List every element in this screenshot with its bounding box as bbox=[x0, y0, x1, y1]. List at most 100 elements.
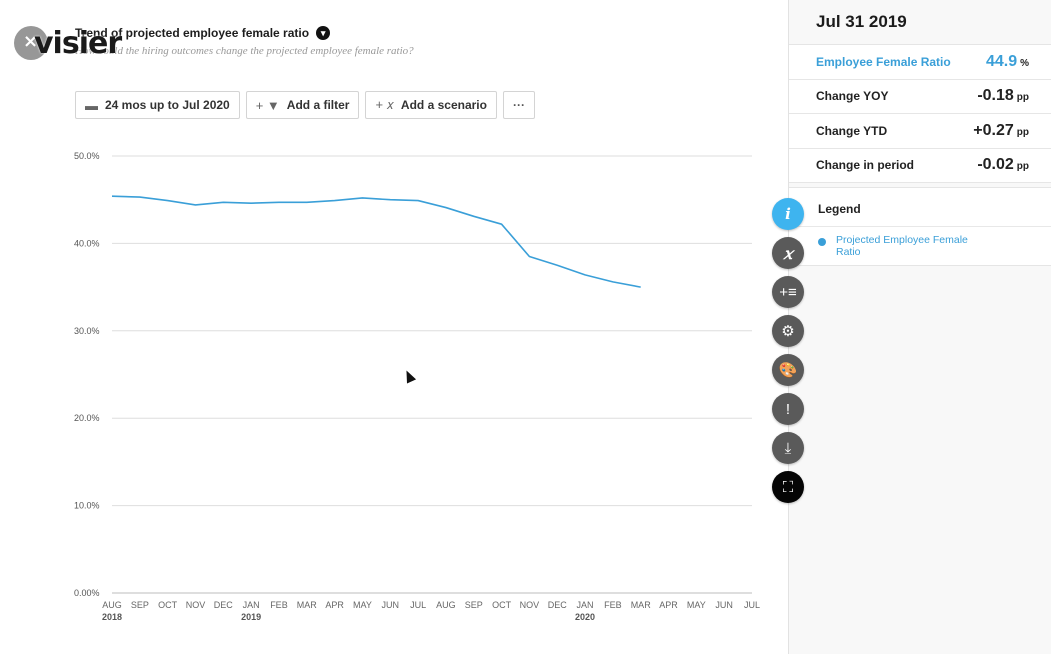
data-point[interactable] bbox=[609, 278, 617, 286]
metric-label: Change YTD bbox=[816, 123, 888, 138]
line-chart[interactable]: 0.00% 10.0% 20.0% 30.0% 40.0% 50.0% AUG SEP OCT N… bbox=[0, 140, 780, 640]
x-tick-label: OCT bbox=[158, 600, 178, 610]
x-tick-label: AUG bbox=[436, 600, 456, 610]
data-point[interactable] bbox=[637, 283, 645, 291]
x-tick-label: JAN bbox=[243, 600, 260, 610]
ellipsis-icon: ··· bbox=[512, 98, 525, 112]
visier-logo[interactable]: × visier bbox=[14, 25, 122, 61]
y-tick-label: 50.0% bbox=[74, 151, 100, 161]
metric-value-group: +0.27 pp bbox=[973, 122, 1029, 140]
metric-row[interactable]: Employee Female Ratio 44.9% bbox=[789, 45, 1051, 80]
legend-title: Legend bbox=[789, 188, 1051, 227]
metric-value: -0.02 bbox=[977, 156, 1014, 174]
gear-icon[interactable]: ⚙ bbox=[772, 315, 804, 347]
chart-subtitle: How could the hiring outcomes change the… bbox=[75, 45, 414, 57]
x-tick-label: NOV bbox=[186, 600, 206, 610]
x-tick-label: MAY bbox=[353, 600, 372, 610]
data-point[interactable] bbox=[108, 192, 116, 200]
calendar-icon: ▬ bbox=[85, 97, 98, 113]
x-tick-label: JUN bbox=[715, 600, 733, 610]
metric-row[interactable]: Change in period -0.02 pp bbox=[789, 149, 1051, 183]
plus-filter-icon: + ▼ bbox=[255, 97, 280, 113]
data-point[interactable] bbox=[470, 212, 478, 220]
palette-icon[interactable]: 🎨 bbox=[772, 354, 804, 386]
x-tick-label: AUG bbox=[102, 600, 122, 610]
legend-dot-icon bbox=[818, 238, 826, 246]
metric-value-group: 44.9% bbox=[986, 53, 1029, 71]
formula-icon[interactable]: 𝑥 bbox=[772, 237, 804, 269]
data-point[interactable] bbox=[303, 198, 311, 206]
x-tick-label: FEB bbox=[270, 600, 288, 610]
data-point[interactable] bbox=[525, 253, 533, 261]
x-tick-label: MAR bbox=[631, 600, 652, 610]
metric-unit: % bbox=[1020, 57, 1029, 69]
add-scenario-button[interactable]: + 𝑥 Add a scenario bbox=[365, 91, 497, 119]
panel-date: Jul 31 2019 bbox=[789, 0, 1051, 44]
time-period-label: 24 mos up to Jul 2020 bbox=[105, 98, 230, 112]
chevron-down-icon[interactable]: ▾ bbox=[316, 26, 331, 40]
metric-value-group: -0.02 pp bbox=[977, 156, 1029, 174]
metric-label: Change YOY bbox=[816, 89, 889, 104]
close-badge[interactable] bbox=[14, 26, 48, 60]
details-panel: Jul 31 2019 Employee Female Ratio 44.9% Ch… bbox=[788, 0, 1051, 654]
focus-icon[interactable]: ⛶ bbox=[772, 471, 804, 503]
add-list-icon[interactable]: +≡ bbox=[772, 276, 804, 308]
metric-unit: pp bbox=[1016, 161, 1029, 173]
x-tick-label: SEP bbox=[131, 600, 149, 610]
close-icon[interactable]: × bbox=[23, 31, 39, 52]
x-year-label: 2020 bbox=[575, 612, 595, 622]
x-tick-label: JUL bbox=[744, 600, 760, 610]
x-tick-label: JUL bbox=[410, 600, 426, 610]
metric-row[interactable]: Change YOY -0.18 pp bbox=[789, 80, 1051, 114]
x-tick-label: DEC bbox=[214, 600, 234, 610]
x-tick-label: JUN bbox=[382, 600, 400, 610]
download-icon[interactable]: ⤓ bbox=[772, 432, 804, 464]
data-point[interactable] bbox=[414, 197, 422, 205]
y-tick-label: 10.0% bbox=[74, 501, 100, 511]
data-point[interactable] bbox=[553, 261, 561, 269]
metrics-list: Employee Female Ratio 44.9% Change YOY -0.1… bbox=[789, 44, 1051, 183]
metric-label: Change in period bbox=[816, 158, 915, 173]
y-tick-label: 30.0% bbox=[74, 326, 100, 336]
data-point[interactable] bbox=[247, 199, 255, 207]
y-tick-label: 20.0% bbox=[74, 413, 100, 423]
data-point[interactable] bbox=[219, 198, 227, 206]
series-line[interactable] bbox=[111, 195, 641, 288]
x-year-label: 2018 bbox=[102, 612, 122, 622]
legend-item[interactable]: Projected Employee Female Ratio bbox=[789, 227, 1051, 265]
metric-value: 44.9 bbox=[985, 52, 1018, 70]
metric-unit: pp bbox=[1016, 126, 1029, 138]
metric-row[interactable]: Change YTD +0.27 pp bbox=[789, 114, 1051, 149]
data-point[interactable] bbox=[386, 196, 394, 204]
data-point[interactable] bbox=[581, 271, 589, 279]
more-options-button[interactable]: ··· bbox=[502, 91, 535, 119]
info-icon[interactable]: i bbox=[772, 198, 804, 230]
data-point[interactable] bbox=[442, 204, 450, 212]
plus-scenario-icon: + 𝑥 bbox=[375, 97, 394, 112]
x-year-label: 2019 bbox=[241, 612, 261, 622]
side-tools: i 𝑥 +≡ ⚙ 🎨! ⤓ ⛶ bbox=[772, 198, 804, 503]
legend: Legend Projected Employee Female Ratio bbox=[789, 187, 1051, 266]
x-tick-label: APR bbox=[325, 600, 344, 610]
add-filter-button[interactable]: + ▼ Add a filter bbox=[245, 91, 360, 119]
metric-label: Employee Female Ratio bbox=[816, 54, 951, 69]
data-point[interactable] bbox=[136, 193, 144, 201]
x-tick-label: JAN bbox=[577, 600, 594, 610]
time-period-button[interactable]: ▬ 24 mos up to Jul 2020 bbox=[75, 91, 240, 119]
chart-toolbar: ▬ 24 mos up to Jul 2020 + ▼ Add a filter… bbox=[75, 91, 535, 119]
logo-text: visier bbox=[34, 25, 122, 61]
metric-value: -0.18 bbox=[977, 87, 1014, 105]
x-tick-label: MAY bbox=[687, 600, 706, 610]
data-point[interactable] bbox=[358, 194, 366, 202]
data-point[interactable] bbox=[275, 198, 283, 206]
x-tick-label: DEC bbox=[548, 600, 568, 610]
data-point[interactable] bbox=[164, 197, 172, 205]
y-tick-label: 0.00% bbox=[74, 588, 100, 598]
metric-value: +0.27 bbox=[973, 121, 1014, 139]
data-point[interactable] bbox=[498, 220, 506, 228]
data-point[interactable] bbox=[331, 197, 339, 205]
add-scenario-label: Add a scenario bbox=[400, 98, 487, 112]
alert-icon[interactable]: ! bbox=[772, 393, 804, 425]
x-tick-label: NOV bbox=[520, 600, 540, 610]
data-point[interactable] bbox=[191, 201, 199, 209]
